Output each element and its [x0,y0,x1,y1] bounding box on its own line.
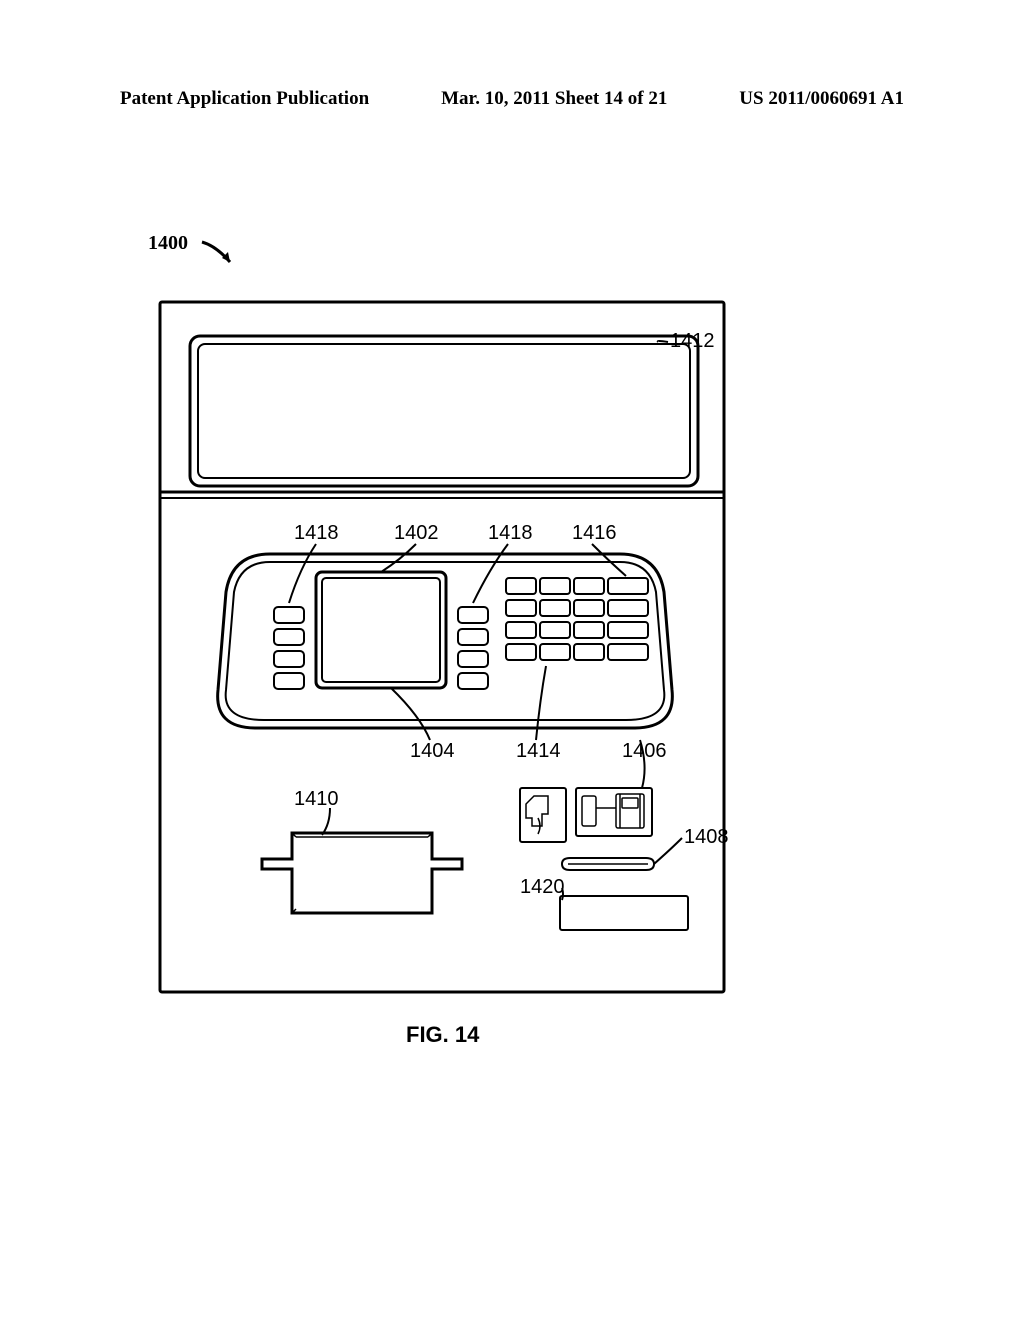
ref-1418a: 1418 [294,522,339,545]
ref-1420: 1420 [520,876,565,899]
ref-1410: 1410 [294,788,339,811]
ref-1418b: 1418 [488,522,533,545]
ref-1416: 1416 [572,522,617,545]
ref-1412: 1412 [670,330,715,353]
ref-1408: 1408 [684,826,729,849]
ref-1406: 1406 [622,740,667,763]
ref-1404: 1404 [410,740,455,763]
ref-1414: 1414 [516,740,561,763]
ref-1402: 1402 [394,522,439,545]
figure-caption: FIG. 14 [406,1022,479,1048]
patent-figure [0,0,1024,1320]
